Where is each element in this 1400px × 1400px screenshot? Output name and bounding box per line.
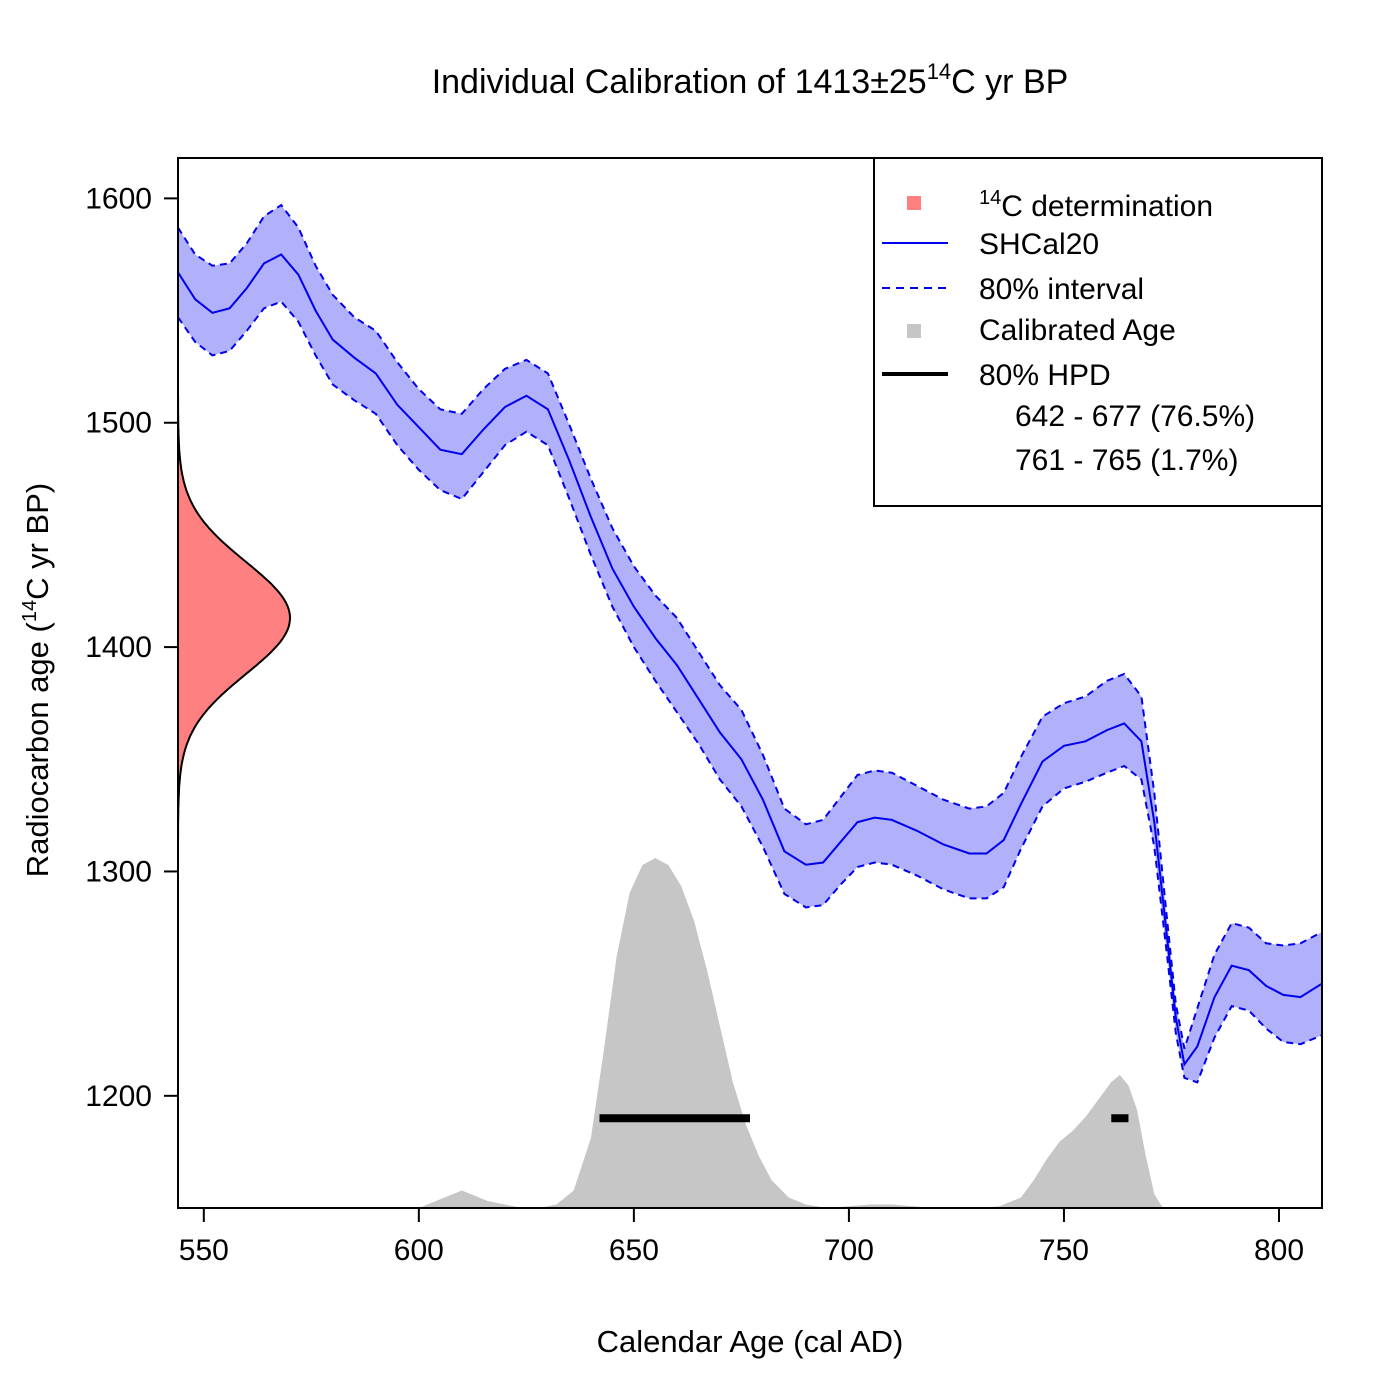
legend-calibrated-swatch (907, 324, 921, 338)
y-tick-label: 1500 (85, 407, 152, 440)
y-axis: 1200 1300 1400 1500 1600 (85, 182, 178, 1113)
shcal20-curve (178, 253, 1322, 1067)
legend-box (873, 157, 1323, 507)
legend-interval-label: 80% interval (979, 273, 1144, 306)
curve-lines-layer (178, 203, 1322, 1084)
legend-determination-text: C determination (1001, 190, 1213, 223)
y-axis-label-suffix: C yr BP) (20, 483, 55, 600)
y-tick-label: 1200 (85, 1080, 152, 1113)
chart-title-prefix: Individual Calibration of 1413±25 (432, 63, 927, 101)
y-tick-label: 1300 (85, 855, 152, 888)
calibrated-density-layer (418, 858, 1163, 1208)
y-axis-label: Radiocarbon age (14C yr BP) (19, 483, 55, 877)
interval-band-layer (178, 205, 1322, 1083)
legend-hpd-range-2: 761 - 765 (1.7%) (1015, 444, 1238, 477)
chart-title-superscript: 14 (927, 59, 951, 84)
x-tick-label: 550 (179, 1234, 229, 1267)
y-axis-label-superscript: 14 (19, 600, 41, 622)
legend-determination-label: 14C determination (979, 187, 1213, 223)
legend-determination-swatch (907, 196, 921, 210)
plot-frame (177, 157, 1323, 1209)
legend: 14C determination SHCal20 80% interval C… (873, 157, 1323, 507)
x-tick-label: 600 (394, 1234, 444, 1267)
calibrated-density (418, 858, 1163, 1208)
interval-band (178, 205, 1322, 1083)
y-tick-label: 1600 (85, 182, 152, 215)
interval-lower-line (178, 300, 1322, 1084)
y-axis-label-prefix: Radiocarbon age ( (20, 621, 55, 877)
legend-calibrated-label: Calibrated Age (979, 314, 1176, 347)
legend-hpd-label: 80% HPD (979, 359, 1111, 392)
x-tick-label: 750 (1039, 1234, 1089, 1267)
x-axis: 550 600 650 700 750 800 (179, 1208, 1304, 1267)
determination-density (178, 393, 290, 843)
determination-layer (178, 393, 292, 843)
x-axis-label: Calendar Age (cal AD) (597, 1324, 904, 1359)
chart-title-suffix: C yr BP (951, 63, 1068, 101)
legend-hpd-range-1: 642 - 677 (76.5%) (1015, 400, 1255, 433)
x-tick-label: 700 (824, 1234, 874, 1267)
y-tick-label: 1400 (85, 631, 152, 664)
x-tick-label: 800 (1254, 1234, 1304, 1267)
chart-title: Individual Calibration of 1413±2514C yr … (432, 59, 1069, 101)
legend-curve-label: SHCal20 (979, 228, 1099, 261)
x-tick-label: 650 (609, 1234, 659, 1267)
determination-outline (178, 393, 292, 843)
legend-determination-superscript: 14 (979, 187, 1001, 209)
